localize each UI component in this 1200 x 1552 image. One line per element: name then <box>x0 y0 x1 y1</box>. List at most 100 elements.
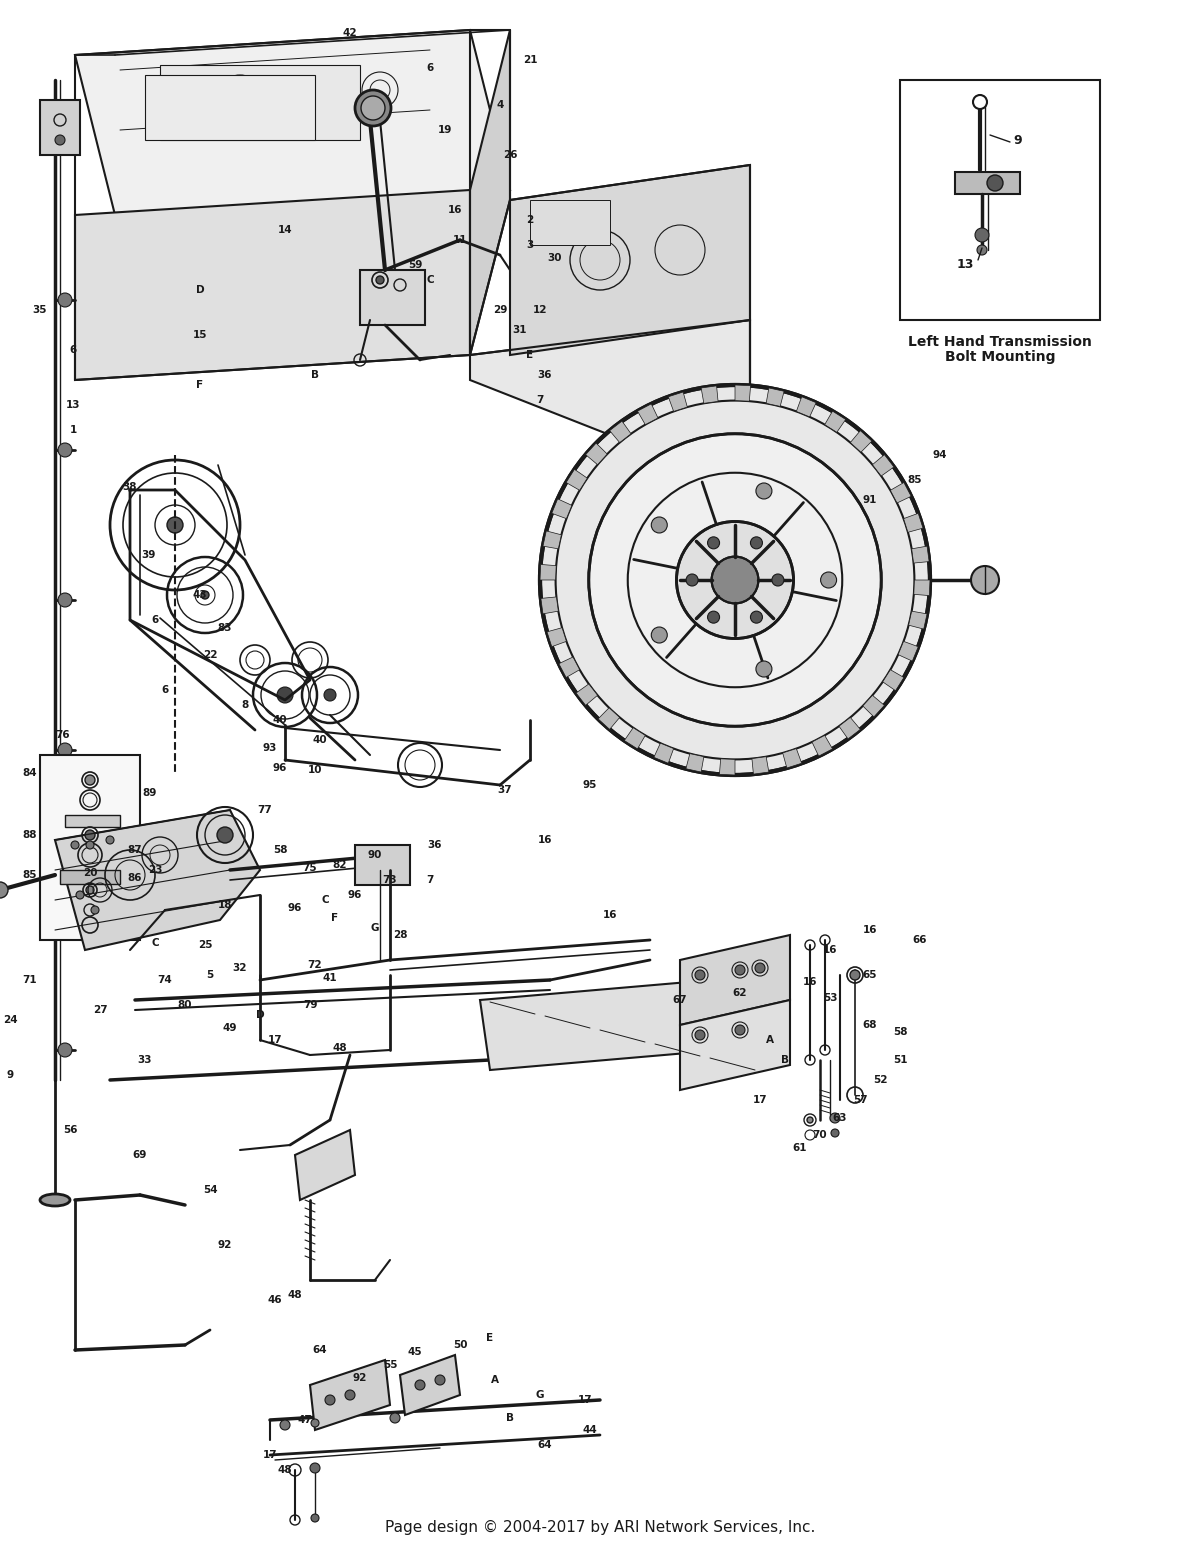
Text: 24: 24 <box>2 1015 17 1024</box>
Circle shape <box>821 573 836 588</box>
Bar <box>530 200 610 245</box>
Circle shape <box>708 611 720 624</box>
Polygon shape <box>851 430 872 452</box>
Text: 47: 47 <box>298 1415 312 1425</box>
Circle shape <box>677 521 793 638</box>
Text: 17: 17 <box>752 1096 767 1105</box>
Text: 23: 23 <box>148 864 162 875</box>
Text: 6: 6 <box>426 64 433 73</box>
Text: C: C <box>426 275 434 286</box>
Circle shape <box>850 970 860 979</box>
Text: 54: 54 <box>203 1186 217 1195</box>
Circle shape <box>772 574 784 587</box>
Circle shape <box>58 743 72 757</box>
Text: B: B <box>781 1055 790 1065</box>
Text: 88: 88 <box>23 830 37 840</box>
Text: 14: 14 <box>277 225 293 234</box>
Polygon shape <box>914 580 930 596</box>
Circle shape <box>91 906 98 914</box>
Circle shape <box>355 90 391 126</box>
Text: 40: 40 <box>272 715 287 725</box>
Polygon shape <box>720 759 734 774</box>
Text: 16: 16 <box>863 925 877 934</box>
Text: 6: 6 <box>70 345 77 355</box>
Circle shape <box>756 661 772 677</box>
Text: 12: 12 <box>533 306 547 315</box>
Bar <box>60 871 120 885</box>
Polygon shape <box>480 975 780 1069</box>
Polygon shape <box>547 627 566 647</box>
Text: 36: 36 <box>427 840 443 850</box>
Text: 6: 6 <box>151 615 158 625</box>
Polygon shape <box>559 656 580 678</box>
Circle shape <box>58 442 72 456</box>
Text: 42: 42 <box>343 28 358 37</box>
Polygon shape <box>839 717 860 739</box>
Text: 67: 67 <box>673 995 688 1006</box>
Text: 73: 73 <box>383 875 397 885</box>
Text: 52: 52 <box>872 1076 887 1085</box>
Text: 64: 64 <box>538 1440 552 1450</box>
Text: 58: 58 <box>272 844 287 855</box>
Text: 74: 74 <box>157 975 173 986</box>
Polygon shape <box>470 29 510 355</box>
Text: 9: 9 <box>1014 133 1022 146</box>
Text: 27: 27 <box>92 1006 107 1015</box>
Text: 35: 35 <box>32 306 47 315</box>
Circle shape <box>376 276 384 284</box>
Polygon shape <box>898 641 918 661</box>
Text: 13: 13 <box>956 259 973 272</box>
Polygon shape <box>904 514 923 532</box>
Text: 6: 6 <box>161 684 169 695</box>
Text: 43: 43 <box>193 590 208 601</box>
Polygon shape <box>598 708 619 729</box>
Text: 61: 61 <box>793 1142 808 1153</box>
Polygon shape <box>510 165 750 355</box>
Text: 17: 17 <box>263 1450 277 1460</box>
Circle shape <box>361 96 385 120</box>
Text: 90: 90 <box>368 850 382 860</box>
Text: B: B <box>311 369 319 380</box>
Circle shape <box>695 1031 706 1040</box>
Text: 17: 17 <box>577 1395 593 1405</box>
Circle shape <box>280 1420 290 1429</box>
Polygon shape <box>654 743 673 764</box>
Polygon shape <box>566 469 587 490</box>
Text: 16: 16 <box>803 978 817 987</box>
Polygon shape <box>680 934 790 1024</box>
Text: 1: 1 <box>70 425 77 435</box>
Circle shape <box>830 1128 839 1138</box>
Text: E: E <box>527 351 534 360</box>
Text: 65: 65 <box>863 970 877 979</box>
Polygon shape <box>541 598 558 615</box>
Circle shape <box>977 245 986 255</box>
Text: 49: 49 <box>223 1023 238 1034</box>
Text: Left Hand Transmission: Left Hand Transmission <box>908 335 1092 349</box>
Polygon shape <box>295 1130 355 1200</box>
Circle shape <box>712 557 758 604</box>
Circle shape <box>106 837 114 844</box>
Polygon shape <box>576 684 598 705</box>
Circle shape <box>85 830 95 840</box>
Text: 18: 18 <box>217 900 233 909</box>
Text: 77: 77 <box>258 805 272 815</box>
Circle shape <box>311 1515 319 1523</box>
Text: 13: 13 <box>66 400 80 410</box>
Text: 96: 96 <box>348 889 362 900</box>
Text: 96: 96 <box>288 903 302 913</box>
Text: 84: 84 <box>23 768 37 778</box>
Text: 9: 9 <box>6 1069 13 1080</box>
Text: F: F <box>331 913 338 923</box>
Polygon shape <box>912 546 929 563</box>
Circle shape <box>58 593 72 607</box>
Circle shape <box>974 228 989 242</box>
Text: 80: 80 <box>178 999 192 1010</box>
Polygon shape <box>55 810 260 950</box>
Circle shape <box>325 1395 335 1405</box>
Circle shape <box>310 1464 320 1473</box>
Text: 2: 2 <box>527 216 534 225</box>
Circle shape <box>734 965 745 975</box>
Polygon shape <box>610 421 631 442</box>
Text: 26: 26 <box>503 151 517 160</box>
Text: G: G <box>371 923 379 933</box>
